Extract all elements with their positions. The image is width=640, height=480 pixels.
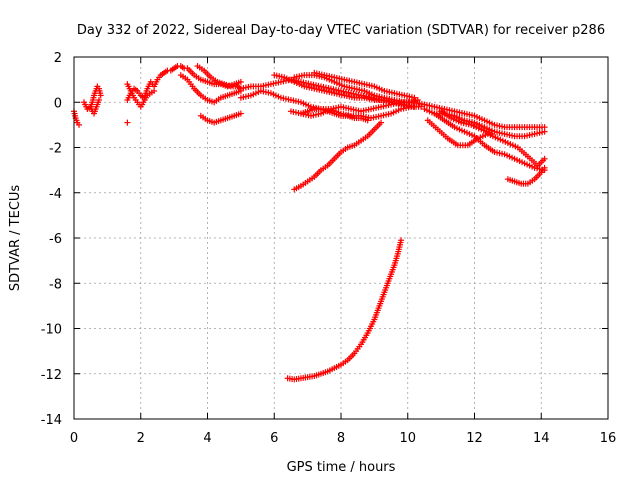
y-tick-label: -12 <box>41 368 62 383</box>
y-axis-label: SDTVAR / TECUs <box>8 185 23 292</box>
data-point <box>414 96 421 103</box>
x-tick-label: 16 <box>600 431 617 446</box>
data-point <box>237 78 244 85</box>
data-point <box>541 155 548 162</box>
data-points <box>71 63 548 383</box>
data-point <box>398 237 405 244</box>
chart-title: Day 332 of 2022, Sidereal Day-to-day VTE… <box>77 23 605 38</box>
y-tick-label: -14 <box>41 413 62 428</box>
y-tick-label: -10 <box>41 323 62 338</box>
y-tick-labels: -14 -12 -10 -8 -6 -4 -2 0 2 <box>41 51 62 428</box>
x-tick-label: 8 <box>337 431 345 446</box>
data-point <box>151 87 158 94</box>
x-tick-label: 14 <box>533 431 550 446</box>
plot-frame <box>73 56 609 420</box>
x-axis-label: GPS time / hours <box>287 460 396 475</box>
y-tick-label: -6 <box>49 232 62 247</box>
data-point <box>541 164 548 171</box>
data-point <box>364 117 371 124</box>
x-tick-label: 6 <box>270 431 278 446</box>
data-point <box>124 119 131 126</box>
data-point <box>541 128 548 135</box>
x-tick-label: 0 <box>70 431 78 446</box>
y-tick-label: -8 <box>49 277 62 292</box>
data-point <box>237 110 244 117</box>
x-tick-label: 12 <box>466 431 483 446</box>
x-tick-label: 2 <box>137 431 145 446</box>
data-point <box>418 103 425 110</box>
y-tick-label: -2 <box>49 142 62 157</box>
data-point <box>378 119 385 126</box>
x-tick-label: 4 <box>203 431 211 446</box>
y-tick-label: -4 <box>49 187 62 202</box>
data-point <box>96 96 103 103</box>
x-tick-label: 10 <box>399 431 416 446</box>
x-tick-labels: 0 2 4 6 8 10 12 14 16 <box>70 431 616 446</box>
data-point <box>76 121 83 128</box>
data-point <box>411 94 418 101</box>
data-point <box>97 92 104 99</box>
y-tick-label: 2 <box>54 51 62 66</box>
y-tick-label: 0 <box>54 96 62 111</box>
data-point <box>488 130 495 137</box>
